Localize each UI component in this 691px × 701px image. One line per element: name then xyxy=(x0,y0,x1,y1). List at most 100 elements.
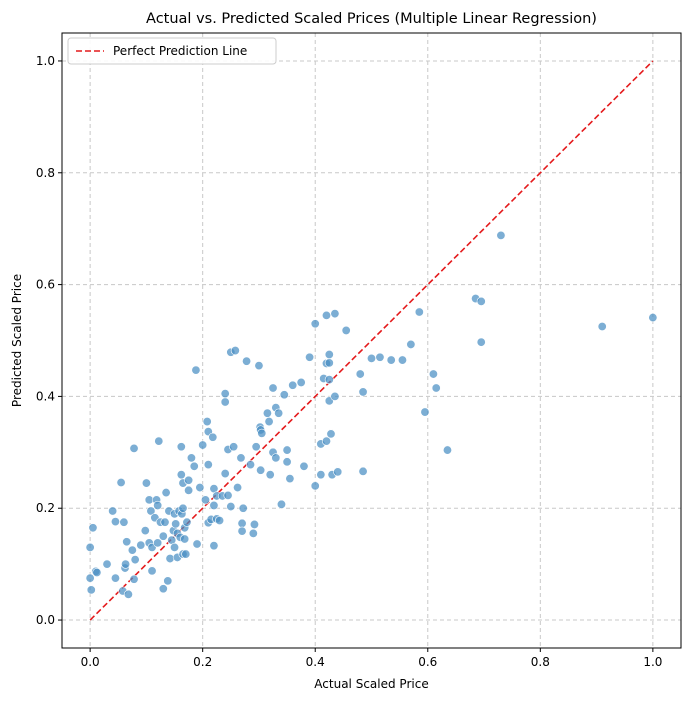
scatter-point xyxy=(386,355,396,365)
scatter-point xyxy=(251,442,261,452)
scatter-point xyxy=(171,519,181,529)
scatter-point xyxy=(330,309,340,319)
scatter-point xyxy=(597,322,607,332)
scatter-point xyxy=(220,469,230,479)
scatter-point xyxy=(229,442,239,452)
y-axis-label: Predicted Scaled Price xyxy=(10,274,24,407)
scatter-point xyxy=(238,503,248,513)
scatter-point xyxy=(282,457,292,467)
scatter-point xyxy=(324,375,334,385)
scatter-point xyxy=(271,453,281,463)
scatter-point xyxy=(209,541,219,551)
scatter-point xyxy=(496,230,506,240)
data-points xyxy=(85,230,658,599)
scatter-point xyxy=(121,559,131,569)
x-tick-label: 0.8 xyxy=(531,655,550,669)
scatter-point xyxy=(648,313,658,323)
scatter-point xyxy=(181,549,191,559)
scatter-point xyxy=(428,369,438,379)
scatter-point xyxy=(200,495,210,505)
scatter-point xyxy=(358,466,368,476)
scatter-point xyxy=(406,339,416,349)
scatter-point xyxy=(268,383,278,393)
scatter-point xyxy=(153,538,163,548)
legend: Perfect Prediction Line xyxy=(67,37,277,65)
grid-lines xyxy=(62,33,681,648)
scatter-point xyxy=(310,481,320,491)
perfect-prediction-line xyxy=(89,60,654,621)
scatter-point xyxy=(237,518,247,528)
scatter-point xyxy=(85,542,95,552)
scatter-point xyxy=(237,526,247,536)
scatter-point xyxy=(330,391,340,401)
scatter-point xyxy=(321,436,331,446)
scatter-point xyxy=(358,387,368,397)
scatter-point xyxy=(202,417,212,427)
scatter-point xyxy=(203,460,213,470)
scatter-point xyxy=(279,390,289,400)
scatter-point xyxy=(226,502,236,512)
y-tick-label: 1.0 xyxy=(36,54,55,68)
scatter-point xyxy=(184,485,194,495)
x-axis-ticks: 0.0 0.2 0.4 0.6 0.8 1.0 xyxy=(81,648,662,669)
scatter-point xyxy=(476,296,486,306)
scatter-point xyxy=(288,380,298,390)
scatter-point xyxy=(161,488,171,498)
scatter-point xyxy=(366,353,376,363)
scatter-point xyxy=(326,429,336,439)
legend-box xyxy=(67,37,277,65)
scatter-point xyxy=(102,559,112,569)
scatter-point xyxy=(129,574,139,584)
scatter-point xyxy=(431,383,441,393)
scatter-point xyxy=(476,337,486,347)
scatter-point xyxy=(276,499,286,509)
y-tick-label: 0.8 xyxy=(36,166,55,180)
scatter-point xyxy=(242,356,252,366)
scatter-point xyxy=(420,407,430,417)
scatter-point xyxy=(333,467,343,477)
scatter-point xyxy=(127,545,137,555)
scatter-point xyxy=(198,440,208,450)
x-tick-label: 0.2 xyxy=(193,655,212,669)
scatter-point xyxy=(147,566,157,576)
scatter-point xyxy=(230,346,240,356)
x-tick-label: 1.0 xyxy=(643,655,662,669)
scatter-point xyxy=(163,576,173,586)
scatter-point xyxy=(116,478,126,488)
scatter-point xyxy=(123,589,133,599)
scatter-point xyxy=(208,432,218,442)
scatter-point xyxy=(299,461,309,471)
scatter-point xyxy=(176,470,186,480)
scatter-point xyxy=(182,517,192,527)
scatter-point xyxy=(146,506,156,516)
scatter-point xyxy=(262,408,272,418)
scatter-point xyxy=(122,537,132,547)
scatter-point xyxy=(305,352,315,362)
scatter-point xyxy=(110,517,120,527)
scatter-point xyxy=(209,500,219,510)
scatter-point xyxy=(184,475,194,485)
scatter-point xyxy=(178,503,188,513)
scatter-point xyxy=(264,417,274,427)
legend-label: Perfect Prediction Line xyxy=(113,44,247,58)
scatter-point xyxy=(246,460,256,470)
scatter-point xyxy=(108,506,118,516)
scatter-point xyxy=(414,307,424,317)
scatter-point xyxy=(236,453,246,463)
scatter-point xyxy=(249,519,259,529)
y-tick-label: 0.4 xyxy=(36,389,55,403)
chart-title: Actual vs. Predicted Scaled Prices (Mult… xyxy=(146,11,597,27)
scatter-point xyxy=(324,349,334,359)
scatter-point xyxy=(215,516,225,526)
x-tick-label: 0.0 xyxy=(81,655,100,669)
scatter-point xyxy=(154,436,164,446)
scatter-point xyxy=(256,465,266,475)
scatter-point xyxy=(165,554,175,564)
scatter-point xyxy=(341,325,351,335)
scatter-point xyxy=(248,528,258,538)
scatter-point xyxy=(195,483,205,493)
y-tick-label: 0.6 xyxy=(36,278,55,292)
scatter-point xyxy=(192,539,202,549)
reference-line-group xyxy=(89,60,654,621)
